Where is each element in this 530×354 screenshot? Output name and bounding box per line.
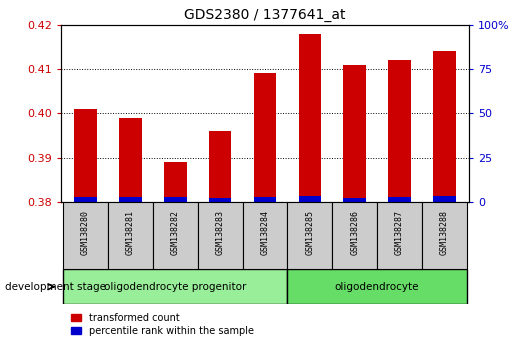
Bar: [254, 197, 276, 202]
Bar: [388, 197, 411, 202]
Text: oligodendrocyte: oligodendrocyte: [335, 282, 419, 292]
Bar: [119, 118, 142, 202]
Bar: [332, 202, 377, 269]
Text: GSM138284: GSM138284: [261, 210, 269, 255]
Bar: [209, 198, 232, 202]
Bar: [433, 51, 456, 202]
Bar: [164, 197, 187, 202]
Bar: [298, 196, 321, 202]
Bar: [63, 202, 108, 269]
Bar: [164, 162, 187, 202]
Bar: [153, 202, 198, 269]
Bar: [287, 202, 332, 269]
Bar: [119, 197, 142, 202]
Bar: [287, 269, 467, 304]
Text: GSM138282: GSM138282: [171, 210, 180, 255]
Title: GDS2380 / 1377641_at: GDS2380 / 1377641_at: [184, 8, 346, 22]
Text: GSM138286: GSM138286: [350, 210, 359, 255]
Text: GSM138280: GSM138280: [81, 210, 90, 255]
Bar: [63, 269, 287, 304]
Text: GSM138281: GSM138281: [126, 210, 135, 255]
Bar: [343, 198, 366, 202]
Bar: [298, 34, 321, 202]
Bar: [388, 60, 411, 202]
Bar: [74, 109, 97, 202]
Bar: [198, 202, 243, 269]
Text: development stage: development stage: [5, 282, 107, 292]
Text: GSM138288: GSM138288: [440, 210, 449, 255]
Bar: [433, 196, 456, 202]
Text: GSM138285: GSM138285: [305, 210, 314, 255]
Text: GSM138283: GSM138283: [216, 210, 225, 255]
Bar: [74, 197, 97, 202]
Bar: [422, 202, 467, 269]
Bar: [343, 65, 366, 202]
Text: GSM138287: GSM138287: [395, 210, 404, 255]
Text: oligodendrocyte progenitor: oligodendrocyte progenitor: [104, 282, 246, 292]
Legend: transformed count, percentile rank within the sample: transformed count, percentile rank withi…: [71, 313, 254, 336]
Bar: [209, 131, 232, 202]
Bar: [243, 202, 287, 269]
Bar: [254, 74, 276, 202]
Bar: [377, 202, 422, 269]
Bar: [108, 202, 153, 269]
